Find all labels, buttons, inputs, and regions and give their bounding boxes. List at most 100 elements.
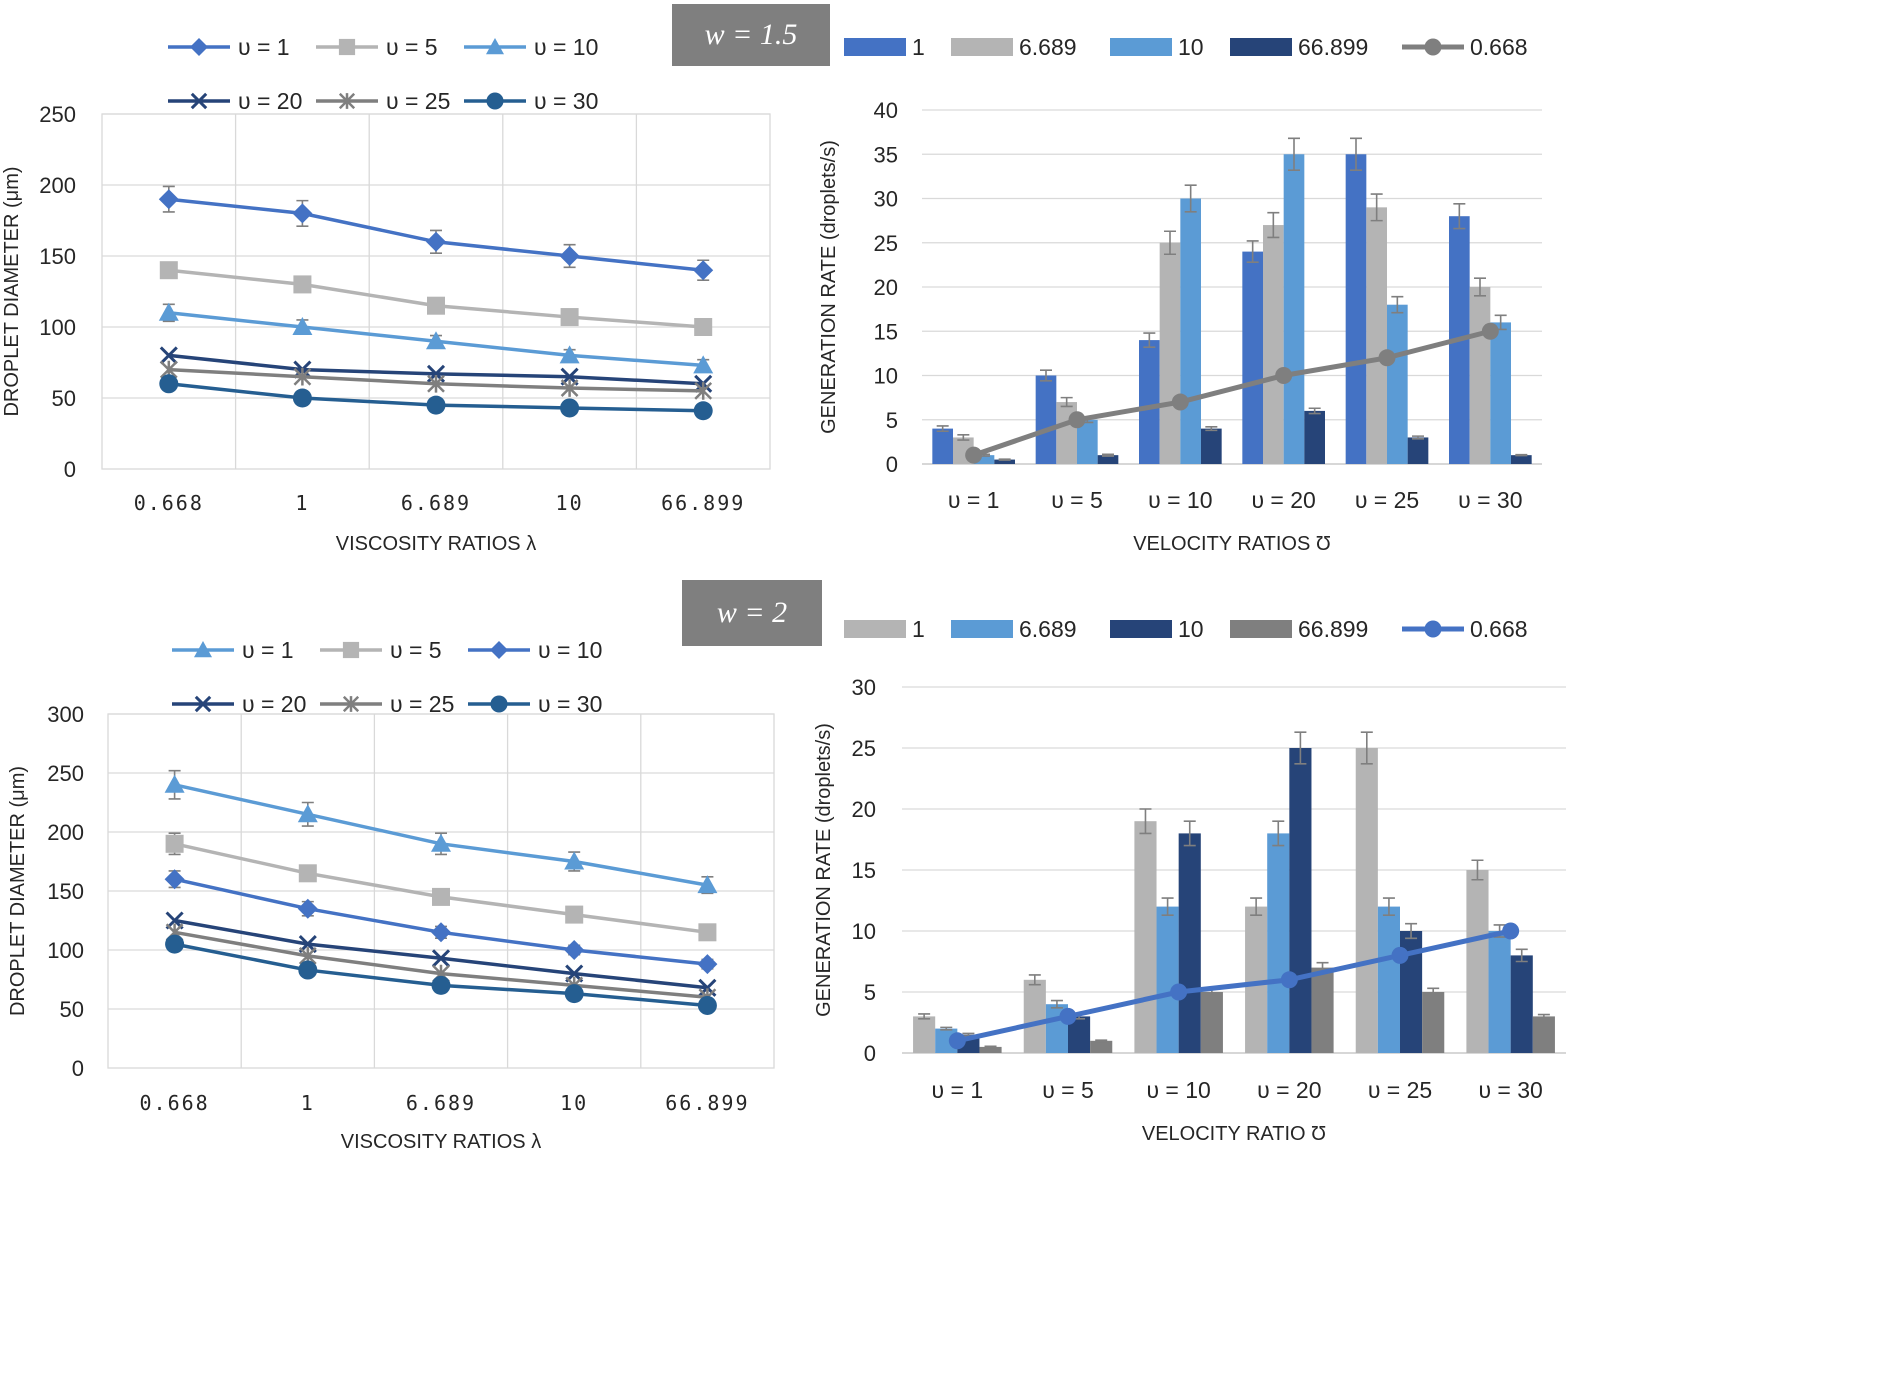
data-point-1 bbox=[164, 774, 185, 793]
y-tick-label: 40 bbox=[874, 98, 898, 123]
legend-label: 66.899 bbox=[1298, 616, 1368, 642]
bar-1 bbox=[913, 1016, 936, 1053]
bar-10 bbox=[1387, 304, 1408, 464]
bar-6-689 bbox=[1469, 287, 1491, 464]
x-tick-label: 0.668 bbox=[139, 1091, 209, 1115]
legend-label: υ = 25 bbox=[390, 691, 454, 717]
data-point-30 bbox=[431, 975, 451, 995]
data-point-10 bbox=[292, 317, 313, 335]
error-bar bbox=[1360, 731, 1373, 765]
bar-10 bbox=[1289, 748, 1312, 1053]
y-axis-label: DROPLET DIAMETER (μm) bbox=[1, 166, 23, 416]
data-point-10 bbox=[164, 869, 185, 890]
error-bar bbox=[1246, 240, 1259, 264]
legend-swatch-bar bbox=[951, 38, 1013, 56]
error-bar bbox=[1250, 897, 1263, 916]
y-tick-label: 50 bbox=[60, 997, 84, 1022]
data-point-10 bbox=[297, 898, 318, 919]
legend-swatch-bar bbox=[844, 38, 906, 56]
x-tick-label: υ = 1 bbox=[948, 487, 1000, 513]
legend-label: 1 bbox=[912, 616, 925, 642]
legend-swatch-bar bbox=[1230, 38, 1292, 56]
error-bar bbox=[1308, 407, 1321, 415]
data-point-5 bbox=[298, 864, 317, 883]
bar-6-689 bbox=[1056, 402, 1077, 464]
bar-6-689 bbox=[1156, 906, 1179, 1053]
error-bar bbox=[1537, 1013, 1550, 1020]
error-bar bbox=[1391, 295, 1404, 314]
x-tick-label: υ = 5 bbox=[1042, 1077, 1094, 1103]
x-tick-label: 10 bbox=[556, 491, 584, 515]
legend-marker bbox=[342, 695, 360, 713]
x-tick-label: υ = 10 bbox=[1148, 487, 1212, 513]
y-axis-label: DROPLET DIAMETER (μm) bbox=[7, 766, 29, 1016]
data-point-30 bbox=[560, 398, 580, 418]
data-point-25 bbox=[293, 367, 312, 386]
error-bar bbox=[1183, 820, 1196, 847]
legend-label: υ = 20 bbox=[242, 691, 306, 717]
data-point-0-668 bbox=[1059, 1007, 1077, 1025]
data-point-0-668 bbox=[1502, 922, 1520, 940]
panel-label-bottom-text: w = 2 bbox=[716, 596, 788, 629]
y-tick-label: 0 bbox=[864, 1041, 876, 1066]
legend-swatch-bar bbox=[1230, 620, 1292, 638]
y-tick-label: 25 bbox=[874, 231, 898, 256]
bar-6-689 bbox=[1377, 906, 1400, 1053]
data-point-10 bbox=[426, 331, 446, 350]
x-tick-label: 1 bbox=[301, 1091, 315, 1115]
error-bar bbox=[1205, 426, 1218, 432]
data-point-5 bbox=[427, 296, 445, 315]
bar-10 bbox=[1077, 419, 1098, 464]
bar-1 bbox=[1139, 340, 1160, 464]
data-point-1 bbox=[431, 833, 451, 852]
error-bar bbox=[1474, 277, 1486, 297]
error-bar bbox=[1427, 987, 1440, 997]
chart-top-right: 0 5 10 15 20 25 30 35 40 υ = 1 υ = 5 υ = 10 υ = 20 υ … bbox=[818, 34, 1542, 555]
error-bar bbox=[1370, 193, 1383, 222]
data-point-10 bbox=[431, 922, 451, 943]
x-tick-label: υ = 25 bbox=[1355, 487, 1419, 513]
bar-1 bbox=[1345, 154, 1367, 464]
y-tick-label: 200 bbox=[39, 173, 76, 198]
legend-label: υ = 30 bbox=[538, 691, 602, 717]
x-axis-label: VELOCITY RATIOS Ʊ bbox=[1133, 533, 1331, 555]
bar-66-899 bbox=[1200, 992, 1223, 1053]
legend-label: 0.668 bbox=[1470, 616, 1528, 642]
series-line-0-668 bbox=[972, 328, 1491, 458]
error-bar bbox=[1453, 203, 1466, 230]
data-point-5 bbox=[694, 318, 713, 336]
y-tick-label: 35 bbox=[874, 142, 898, 167]
y-tick-label: 10 bbox=[874, 364, 898, 389]
legend-label: 0.668 bbox=[1470, 34, 1528, 60]
legend-marker bbox=[1424, 38, 1442, 56]
bar-6-689 bbox=[1267, 833, 1290, 1053]
y-tick-label: 250 bbox=[39, 102, 76, 127]
x-tick-label: υ = 5 bbox=[1051, 487, 1103, 513]
y-tick-label: 150 bbox=[47, 879, 84, 904]
data-point-5 bbox=[560, 308, 579, 327]
error-bar bbox=[940, 1026, 953, 1031]
chart-bottom-left: 0 50 100 150 200 250 300 0.668 1 6.689 10 66.899 VIS… bbox=[7, 637, 775, 1150]
error-bar bbox=[1050, 999, 1063, 1009]
x-tick-label: υ = 30 bbox=[1478, 1077, 1542, 1103]
legend-label: υ = 30 bbox=[534, 88, 598, 114]
y-tick-label: 250 bbox=[47, 761, 84, 786]
error-bar bbox=[1164, 230, 1176, 256]
bar-1 bbox=[1134, 821, 1157, 1053]
legend-marker bbox=[486, 38, 504, 55]
legend-marker bbox=[190, 38, 208, 56]
bar-10 bbox=[973, 455, 995, 464]
legend-label: υ = 20 bbox=[238, 88, 302, 114]
bar-66-899 bbox=[1090, 1040, 1113, 1053]
y-tick-label: 10 bbox=[852, 919, 876, 944]
bar-6-689 bbox=[1488, 931, 1511, 1053]
data-point-25 bbox=[560, 379, 579, 397]
x-tick-label: 6.689 bbox=[406, 1091, 476, 1115]
error-bar bbox=[918, 1013, 931, 1020]
data-point-10 bbox=[564, 940, 585, 960]
x-axis-label: VISCOSITY RATIOS λ bbox=[341, 1131, 541, 1150]
y-tick-label: 0 bbox=[64, 457, 76, 482]
legend-swatch-bar bbox=[1110, 620, 1172, 638]
error-bar bbox=[998, 458, 1011, 461]
